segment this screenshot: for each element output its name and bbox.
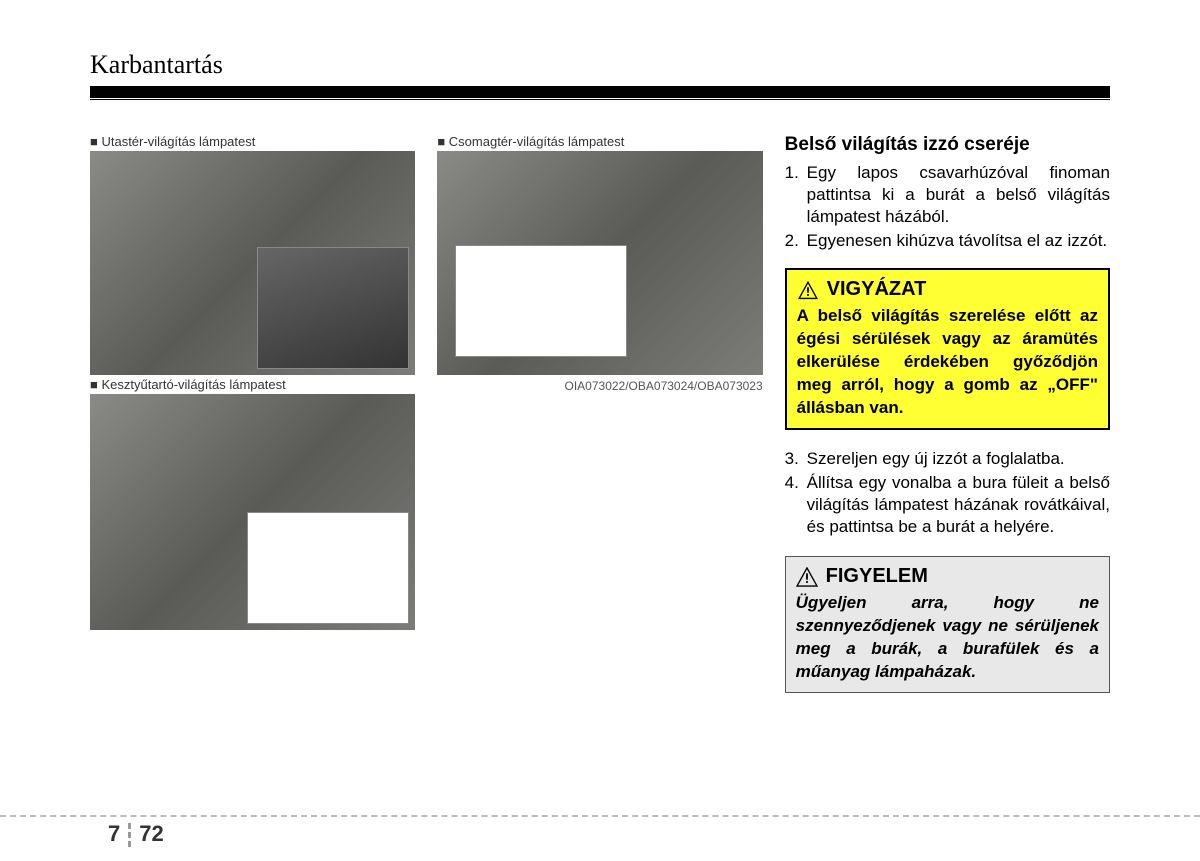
image1-caption: ■ Utastér-világítás lámpatest (90, 134, 415, 149)
header-rule-thin (90, 99, 1110, 100)
column-middle: ■ Csomagtér-világítás lámpatest OIA07302… (437, 134, 762, 693)
image-glovebox-lamp (90, 394, 415, 630)
image-room-lamp (90, 151, 415, 375)
header-rule-thick (90, 86, 1110, 98)
image2-caption: ■ Kesztyűtartó-világítás lámpatest (90, 377, 415, 392)
caution-header: VIGYÁZAT (797, 278, 1098, 301)
section-title: Belső világítás izzó cseréje (785, 134, 1110, 156)
attention-text: Ügyeljen arra, hogy ne szennyeződjenek v… (796, 592, 1099, 684)
section-header: Karbantartás (90, 50, 1110, 80)
step-text: Egy lapos csavarhúzóval finoman pattints… (807, 162, 1110, 228)
manual-page: Karbantartás ■ Utastér-világítás lámpate… (0, 0, 1200, 861)
step-3: 3. Szereljen egy új izzót a foglalatba. (785, 448, 1110, 470)
warning-icon (797, 280, 819, 300)
step-number: 4. (785, 472, 807, 538)
step-1: 1. Egy lapos csavarhúzóval finoman patti… (785, 162, 1110, 228)
caution-text: A belső világítás szerelése előtt az égé… (797, 305, 1098, 420)
column-right: Belső világítás izzó cseréje 1. Egy lapo… (785, 134, 1110, 693)
step-number: 2. (785, 230, 807, 252)
step-text: Egyenesen kihúzva távolítsa el az izzót. (807, 230, 1110, 252)
step-4: 4. Állítsa egy vonalba a bura füleit a b… (785, 472, 1110, 538)
step-2: 2. Egyenesen kihúzva távolítsa el az izz… (785, 230, 1110, 252)
step-number: 1. (785, 162, 807, 228)
page-footer: 7 72 (108, 823, 164, 847)
footer-dashed-line (0, 815, 1200, 817)
caution-title: VIGYÁZAT (827, 278, 927, 301)
attention-title: FIGYELEM (826, 565, 928, 588)
warning-outline-icon (796, 567, 818, 587)
content-columns: ■ Utastér-világítás lámpatest ■ Kesztyűt… (90, 134, 1110, 693)
column-left: ■ Utastér-világítás lámpatest ■ Kesztyűt… (90, 134, 415, 693)
chapter-number: 7 (108, 823, 131, 847)
image-luggage-lamp (437, 151, 762, 375)
image3-caption: ■ Csomagtér-világítás lámpatest (437, 134, 762, 149)
image-reference-code: OIA073022/OBA073024/OBA073023 (437, 379, 762, 393)
attention-box: FIGYELEM Ügyeljen arra, hogy ne szennyez… (785, 556, 1110, 693)
caution-box: VIGYÁZAT A belső világítás szerelése elő… (785, 268, 1110, 430)
attention-header: FIGYELEM (796, 565, 1099, 588)
step-number: 3. (785, 448, 807, 470)
step-text: Szereljen egy új izzót a foglalatba. (807, 448, 1110, 470)
page-number: 72 (131, 823, 163, 847)
step-text: Állítsa egy vonalba a bura füleit a bels… (807, 472, 1110, 538)
